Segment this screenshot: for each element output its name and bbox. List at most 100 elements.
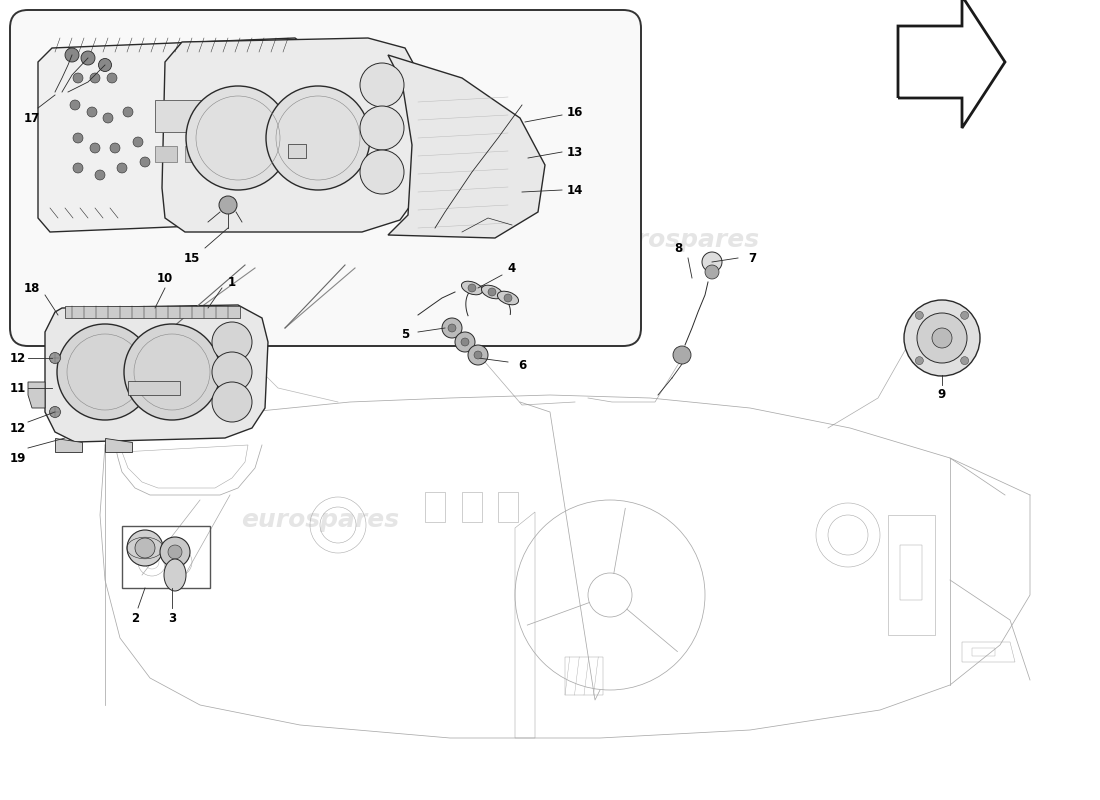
Bar	[900, 545, 922, 600]
Circle shape	[73, 133, 82, 143]
Ellipse shape	[497, 291, 518, 305]
Bar	[185, 146, 207, 162]
Text: eurospares: eurospares	[241, 508, 399, 532]
Circle shape	[705, 265, 719, 279]
Bar	[155, 100, 204, 132]
Bar	[565, 657, 603, 695]
Circle shape	[73, 163, 82, 173]
Circle shape	[360, 63, 404, 107]
Circle shape	[160, 537, 190, 567]
Bar	[462, 492, 482, 522]
Text: 11: 11	[10, 382, 26, 394]
Circle shape	[904, 300, 980, 376]
Circle shape	[50, 353, 60, 363]
Circle shape	[212, 382, 252, 422]
Circle shape	[702, 252, 722, 272]
Circle shape	[455, 332, 475, 352]
Circle shape	[673, 346, 691, 364]
Text: 8: 8	[674, 242, 682, 254]
Bar	[498, 492, 518, 522]
Text: 9: 9	[938, 389, 946, 402]
Circle shape	[65, 48, 79, 62]
Circle shape	[504, 294, 512, 302]
Circle shape	[915, 311, 923, 319]
Text: 15: 15	[184, 251, 200, 265]
Circle shape	[468, 284, 476, 292]
Text: 7: 7	[748, 251, 756, 265]
Circle shape	[461, 338, 469, 346]
Text: 16: 16	[566, 106, 583, 118]
Circle shape	[168, 545, 182, 559]
Polygon shape	[39, 38, 318, 232]
Circle shape	[90, 73, 100, 83]
Circle shape	[488, 288, 496, 296]
Polygon shape	[28, 382, 45, 408]
Polygon shape	[162, 38, 418, 232]
Circle shape	[103, 113, 113, 123]
Circle shape	[960, 311, 969, 319]
Circle shape	[360, 150, 404, 194]
Circle shape	[87, 107, 97, 117]
Circle shape	[932, 328, 952, 348]
Text: 6: 6	[518, 358, 526, 371]
Bar	[65, 306, 240, 318]
Circle shape	[442, 318, 462, 338]
Text: 14: 14	[566, 183, 583, 197]
Circle shape	[99, 58, 111, 71]
Circle shape	[133, 137, 143, 147]
Circle shape	[917, 313, 967, 363]
Ellipse shape	[482, 286, 503, 298]
Text: 13: 13	[566, 146, 583, 158]
Circle shape	[448, 324, 456, 332]
Circle shape	[124, 324, 220, 420]
Text: 4: 4	[508, 262, 516, 274]
Text: 2: 2	[131, 611, 139, 625]
Text: eurospares: eurospares	[601, 228, 759, 252]
Circle shape	[95, 170, 104, 180]
Ellipse shape	[164, 559, 186, 591]
Circle shape	[915, 357, 923, 365]
Bar	[128, 381, 180, 395]
Polygon shape	[388, 55, 544, 238]
Bar	[155, 146, 177, 162]
Text: 10: 10	[157, 271, 173, 285]
Circle shape	[81, 51, 95, 65]
Circle shape	[126, 530, 163, 566]
FancyBboxPatch shape	[10, 10, 641, 346]
Circle shape	[50, 406, 60, 418]
Text: eurospares: eurospares	[221, 178, 380, 202]
Text: 19: 19	[10, 451, 26, 465]
Circle shape	[360, 106, 404, 150]
Circle shape	[960, 357, 969, 365]
Text: 17: 17	[24, 111, 40, 125]
Circle shape	[140, 157, 150, 167]
Polygon shape	[104, 438, 132, 452]
Circle shape	[117, 163, 126, 173]
Text: 3: 3	[168, 611, 176, 625]
Text: 12: 12	[10, 422, 26, 434]
Text: 5: 5	[400, 329, 409, 342]
Polygon shape	[55, 438, 82, 452]
Ellipse shape	[462, 282, 483, 294]
Circle shape	[468, 345, 488, 365]
Circle shape	[219, 196, 236, 214]
Circle shape	[73, 73, 82, 83]
Circle shape	[110, 143, 120, 153]
Text: 18: 18	[24, 282, 41, 294]
Circle shape	[474, 351, 482, 359]
Circle shape	[186, 86, 290, 190]
Bar	[288, 144, 306, 158]
Bar	[425, 492, 446, 522]
Text: 1: 1	[228, 275, 236, 289]
Bar	[122, 526, 210, 588]
Circle shape	[266, 86, 370, 190]
Circle shape	[212, 352, 252, 392]
Polygon shape	[45, 305, 268, 442]
Text: 12: 12	[10, 351, 26, 365]
Circle shape	[70, 100, 80, 110]
Circle shape	[123, 107, 133, 117]
Circle shape	[90, 143, 100, 153]
Circle shape	[212, 322, 252, 362]
Circle shape	[135, 538, 155, 558]
Circle shape	[107, 73, 117, 83]
